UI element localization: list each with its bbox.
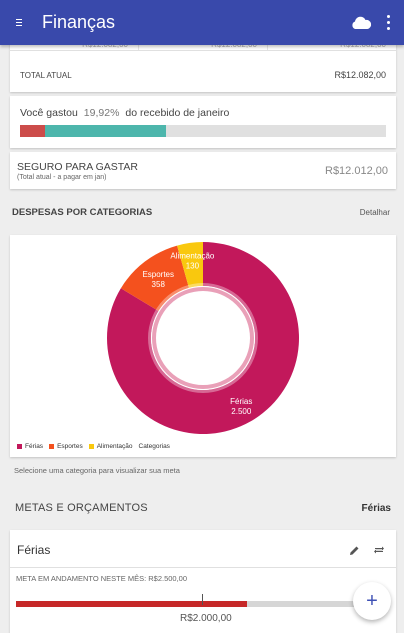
select-category-hint: Selecione uma categoria para visualizar … — [14, 466, 180, 475]
donut-slice-3[interactable] — [177, 242, 203, 288]
goal-name: Férias — [17, 543, 51, 557]
spent-prefix: Você gastou — [20, 107, 78, 119]
donut-slice-2[interactable] — [120, 245, 189, 312]
spent-bar-red-segment — [20, 125, 46, 137]
slice-label-value: 358 — [152, 280, 166, 289]
menu-icon[interactable] — [2, 0, 36, 45]
divider — [10, 50, 396, 51]
total-atual-label: TOTAL ATUAL — [20, 71, 72, 80]
app-bar: Finanças — [0, 0, 404, 45]
legend-label: Alimentação — [96, 443, 133, 450]
legend-swatch — [17, 444, 22, 449]
totals-card: R$12.082,00 R$12.082,00 R$12.082,00 TOTA… — [10, 40, 396, 92]
safe-to-spend-title: SEGURO PARA GASTAR — [17, 161, 138, 173]
legend-swatch — [49, 444, 55, 449]
legend-item-alimentacao[interactable]: Alimentação — [88, 443, 133, 450]
safe-to-spend-value: R$12.012,00 — [325, 165, 388, 177]
category-chart-card: Férias 2.500 Esportes 358 Alimentação 130 Fér… — [10, 235, 396, 457]
spent-summary: Você gastou 19,92% do recebido de janeiro — [20, 107, 229, 119]
detail-link[interactable]: Detalhar — [359, 208, 390, 217]
legend-item-ferias[interactable]: Férias — [17, 443, 43, 450]
app-title: Finanças — [42, 12, 116, 32]
legend-categories-label: Categorias — [138, 443, 170, 450]
expenses-by-category-heading: DESPESAS POR CATEGORIAS — [12, 207, 153, 218]
slice-label-name: Alimentação — [170, 252, 215, 261]
slice-label-name: Esportes — [142, 270, 174, 279]
cloud-icon[interactable] — [346, 0, 376, 45]
spent-progress-bar — [20, 125, 386, 137]
donut-hole — [148, 283, 258, 393]
donut-inner-ring — [152, 287, 254, 389]
repeat-icon[interactable] — [371, 542, 387, 558]
safe-to-spend-subtitle: (Total atual - a pagar em jan) — [17, 174, 107, 181]
add-button[interactable]: + — [353, 582, 391, 620]
legend-item-esportes[interactable]: Esportes — [49, 443, 83, 450]
goal-in-progress-text: META EM ANDAMENTO NESTE MÊS: R$2.500,00 — [16, 574, 188, 583]
goal-target-value: R$2.000,00 — [180, 613, 232, 624]
legend-label: Esportes — [57, 443, 83, 450]
slice-label-value: 130 — [186, 262, 200, 271]
slice-label-name: Férias — [230, 397, 252, 406]
legend-label: Férias — [25, 443, 44, 450]
goal-target-marker — [202, 594, 203, 605]
safe-to-spend-card[interactable]: SEGURO PARA GASTAR (Total atual - a paga… — [10, 152, 396, 189]
legend-swatch — [88, 444, 94, 449]
slice-label-value: 2.500 — [231, 407, 252, 416]
goal-card[interactable]: Férias META EM ANDAMENTO NESTE MÊS: R$2.… — [10, 530, 396, 633]
spent-suffix: do recebido de janeiro — [125, 107, 230, 119]
add-icon: + — [366, 590, 378, 612]
spent-card[interactable]: Você gastou 19,92% do recebido de janeiro — [10, 96, 396, 148]
selected-goal-category: Férias — [361, 503, 391, 514]
chart-legend: Férias Esportes Alimentação Categorias — [17, 443, 170, 450]
pencil-icon[interactable] — [346, 542, 362, 558]
more-vert-icon[interactable] — [376, 0, 400, 45]
spent-bar-teal-segment — [45, 125, 167, 137]
donut-slice-1[interactable] — [107, 242, 300, 434]
goal-progress-fill — [16, 601, 248, 607]
divider — [10, 567, 396, 568]
goal-progress-bar — [16, 601, 372, 607]
total-atual-value: R$12.082,00 — [334, 70, 386, 80]
goals-budgets-heading: METAS E ORÇAMENTOS — [15, 502, 148, 514]
spent-percent: 19,92% — [83, 107, 120, 119]
